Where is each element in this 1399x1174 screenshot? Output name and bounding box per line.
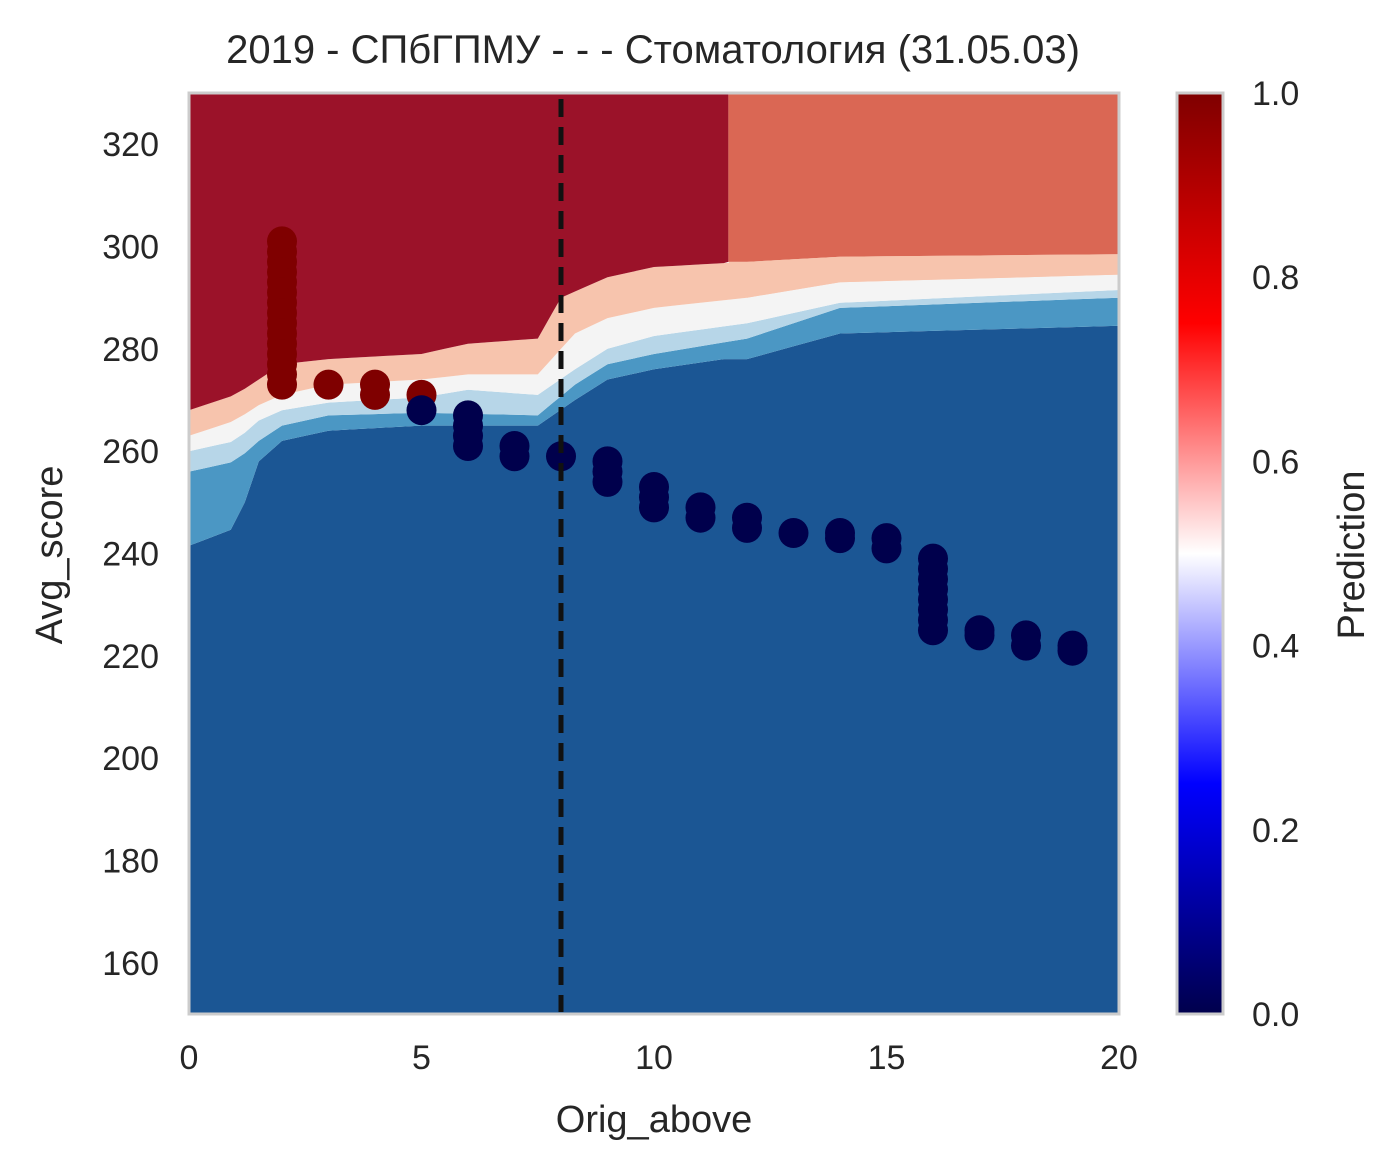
x-tick-label: 15 [868, 1039, 906, 1077]
y-tick-label: 300 [102, 229, 159, 267]
colorbar: 0.0 0.2 0.4 0.6 0.8 1.0 Prediction [1175, 75, 1373, 1034]
colorbar-label: Prediction [1331, 471, 1373, 640]
region-prob-0-2 [189, 297, 1119, 546]
scatter-point-predicted_0 [685, 502, 716, 533]
colorbar-tick-label: 0.6 [1252, 443, 1299, 481]
scatter-point-predicted_1 [313, 369, 344, 400]
plot-area [189, 93, 1119, 1014]
region-prob-0-8 [728, 93, 1119, 262]
y-tick-label: 320 [102, 126, 159, 164]
region-prob-0-0 [189, 325, 1119, 1014]
y-tick-label: 260 [102, 433, 159, 471]
y-tick-label: 180 [102, 843, 159, 881]
x-axis-title: Orig_above [556, 1099, 752, 1141]
x-tick-label: 0 [180, 1039, 199, 1077]
colorbar-tick-label: 0.4 [1252, 628, 1299, 666]
y-tick-labels: 160 180 200 220 240 260 280 300 320 [102, 126, 159, 983]
region-prob-1-0 [189, 93, 729, 411]
scatter-point-predicted_0 [453, 431, 483, 461]
scatter-point-predicted_0 [499, 441, 530, 472]
scatter-point-predicted_0 [592, 466, 623, 497]
scatter-point-predicted_1 [360, 379, 390, 410]
scatter-point-predicted_1 [267, 369, 297, 400]
y-tick-label: 200 [102, 740, 159, 778]
scatter-point-predicted_0 [1011, 630, 1041, 661]
x-tick-labels: 0 5 10 15 20 [180, 1039, 1138, 1077]
x-tick-label: 5 [412, 1039, 431, 1077]
y-tick-label: 280 [102, 331, 159, 369]
colorbar-tick-labels: 0.0 0.2 0.4 0.6 0.8 1.0 [1252, 75, 1299, 1034]
scatter-point-predicted_0 [871, 533, 902, 564]
x-tick-label: 20 [1100, 1039, 1138, 1077]
colorbar-tick-label: 1.0 [1252, 75, 1299, 113]
scatter-point-predicted_0 [1057, 635, 1088, 666]
scatter-point-predicted_0 [406, 395, 437, 426]
y-axis-title: Avg_score [29, 466, 71, 645]
scatter-point-predicted_0 [778, 518, 809, 548]
plot-frame [187, 91, 1121, 1016]
scatter-point-predicted_0 [732, 512, 762, 543]
scatter-point-predicted_0 [639, 492, 669, 523]
y-tick-label: 240 [102, 536, 159, 574]
region-prob-0-6-right [728, 254, 1119, 298]
scatter-point-predicted_0 [546, 441, 576, 472]
scatter-point-predicted_0 [825, 523, 855, 554]
scatter-point-predicted_0 [964, 620, 995, 651]
colorbar-tick-label: 0.2 [1252, 812, 1299, 850]
region-prob-0-5 [189, 274, 1119, 452]
scatter-point-predicted_0 [918, 615, 948, 646]
y-tick-label: 220 [102, 638, 159, 676]
colorbar-tick-label: 0.8 [1252, 259, 1299, 297]
y-tick-label: 160 [102, 945, 159, 983]
chart-title: 2019 - СПбГПМУ - - - Стоматология (31.05… [226, 28, 1080, 72]
colorbar-gradient [1175, 91, 1225, 1016]
colorbar-tick-label: 0.0 [1252, 996, 1299, 1034]
x-tick-label: 10 [635, 1039, 673, 1077]
